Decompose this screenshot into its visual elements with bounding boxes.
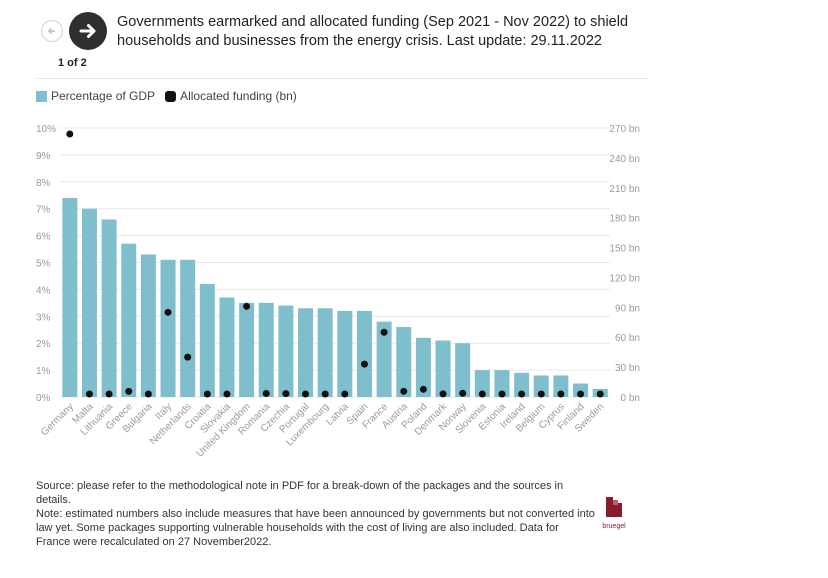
bar xyxy=(415,337,431,397)
bar xyxy=(317,308,333,397)
bar xyxy=(298,308,314,397)
y-left-tick-label: 2% xyxy=(36,339,51,350)
bar xyxy=(62,197,78,397)
source-note: Source: please refer to the methodologic… xyxy=(36,479,596,549)
y-right-tick-label: 150 bn xyxy=(609,244,640,255)
arrow-left-icon xyxy=(47,27,55,35)
note-text: Note: estimated numbers also include mea… xyxy=(36,508,595,548)
funding-dot xyxy=(459,389,467,397)
bar xyxy=(573,383,589,397)
y-left-tick-label: 4% xyxy=(36,285,51,296)
bar xyxy=(474,370,490,397)
y-left-tick-label: 3% xyxy=(36,312,51,323)
y-left-tick-label: 8% xyxy=(36,178,51,189)
funding-dot xyxy=(144,390,152,398)
funding-dot xyxy=(498,390,506,398)
funding-dot xyxy=(125,387,133,395)
funding-dot xyxy=(262,390,270,398)
bar xyxy=(494,370,510,397)
y-left-tick-label: 9% xyxy=(36,151,51,162)
bruegel-logo-icon xyxy=(606,497,622,517)
funding-dot xyxy=(302,390,310,398)
funding-dot xyxy=(360,360,368,368)
bar xyxy=(376,321,392,397)
bar xyxy=(356,310,372,397)
chart-title: Governments earmarked and allocated fund… xyxy=(117,14,629,49)
bar xyxy=(278,305,294,397)
y-right-tick-label: 210 bn xyxy=(609,184,640,195)
legend-dot-swatch xyxy=(165,90,177,102)
bar xyxy=(140,254,156,397)
arrow-right-icon xyxy=(79,24,96,38)
funding-dot xyxy=(577,390,585,398)
funding-dot xyxy=(478,390,486,398)
header-divider xyxy=(36,78,648,79)
bar xyxy=(219,297,235,397)
bar xyxy=(101,219,117,397)
chart-legend: Percentage of GDP Allocated funding (bn) xyxy=(36,89,307,103)
funding-dot xyxy=(537,390,545,398)
bar xyxy=(160,259,176,397)
bar xyxy=(258,302,274,397)
bar xyxy=(337,310,353,397)
y-left-tick-label: 7% xyxy=(36,205,51,216)
funding-dot xyxy=(223,390,231,398)
bar xyxy=(199,284,215,397)
funding-dot xyxy=(596,390,604,398)
funding-dot xyxy=(282,390,290,398)
y-right-tick-label: 30 bn xyxy=(615,363,640,374)
y-left-tick-label: 1% xyxy=(36,366,51,377)
bar xyxy=(514,372,530,397)
y-right-tick-label: 240 bn xyxy=(609,154,640,165)
x-tick-label: Latvia xyxy=(324,401,351,428)
bar xyxy=(180,259,196,397)
funding-dot xyxy=(85,390,93,398)
y-right-tick-label: 180 bn xyxy=(609,214,640,225)
combo-chart: 0% 1% 2% 3% 4% 5% 6% 7% 8% 9% 10% 0 bn 30 bn 60 bn 90 … xyxy=(36,124,640,459)
bar xyxy=(396,327,412,397)
y-left-tick-label: 6% xyxy=(36,232,51,243)
source-text: Source: please refer to the methodologic… xyxy=(36,480,564,506)
funding-dot xyxy=(518,390,526,398)
legend-label-funding: Allocated funding (bn) xyxy=(180,89,297,103)
bar xyxy=(81,208,97,397)
y-left-tick-label: 10% xyxy=(36,124,56,135)
y-left-tick-label: 5% xyxy=(36,259,51,270)
funding-dot xyxy=(341,390,349,398)
funding-dot xyxy=(400,387,408,395)
bruegel-logo: bruegel xyxy=(601,497,627,530)
funding-dot xyxy=(243,302,251,310)
funding-dot xyxy=(419,385,427,393)
logo-text: bruegel xyxy=(602,523,626,530)
bar xyxy=(121,243,137,397)
legend-item-funding[interactable]: Allocated funding (bn) xyxy=(165,89,297,103)
y-left-tick-label: 0% xyxy=(36,393,51,404)
funding-dot xyxy=(203,390,211,398)
legend-item-percentage[interactable]: Percentage of GDP xyxy=(36,89,155,103)
y-right-tick-label: 0 bn xyxy=(621,393,640,404)
funding-dot xyxy=(66,130,74,138)
y-right-tick-label: 270 bn xyxy=(609,124,640,135)
bar xyxy=(239,302,255,397)
y-right-tick-label: 60 bn xyxy=(615,333,640,344)
y-right-tick-label: 90 bn xyxy=(615,303,640,314)
bar xyxy=(553,375,569,397)
funding-dot xyxy=(380,328,388,336)
funding-dot xyxy=(439,390,447,398)
previous-page-button[interactable] xyxy=(41,20,63,42)
legend-bar-swatch xyxy=(36,90,47,102)
funding-dot xyxy=(164,308,172,316)
bar xyxy=(533,375,549,397)
funding-dot xyxy=(321,390,329,398)
legend-label-percentage: Percentage of GDP xyxy=(51,89,156,103)
y-right-tick-label: 120 bn xyxy=(609,273,640,284)
next-page-button[interactable] xyxy=(69,12,107,50)
bar xyxy=(455,343,471,397)
page-indicator: 1 of 2 xyxy=(58,57,87,69)
funding-dot xyxy=(184,353,192,361)
funding-dot xyxy=(105,390,113,398)
funding-dot xyxy=(557,390,565,398)
bar xyxy=(435,340,451,397)
